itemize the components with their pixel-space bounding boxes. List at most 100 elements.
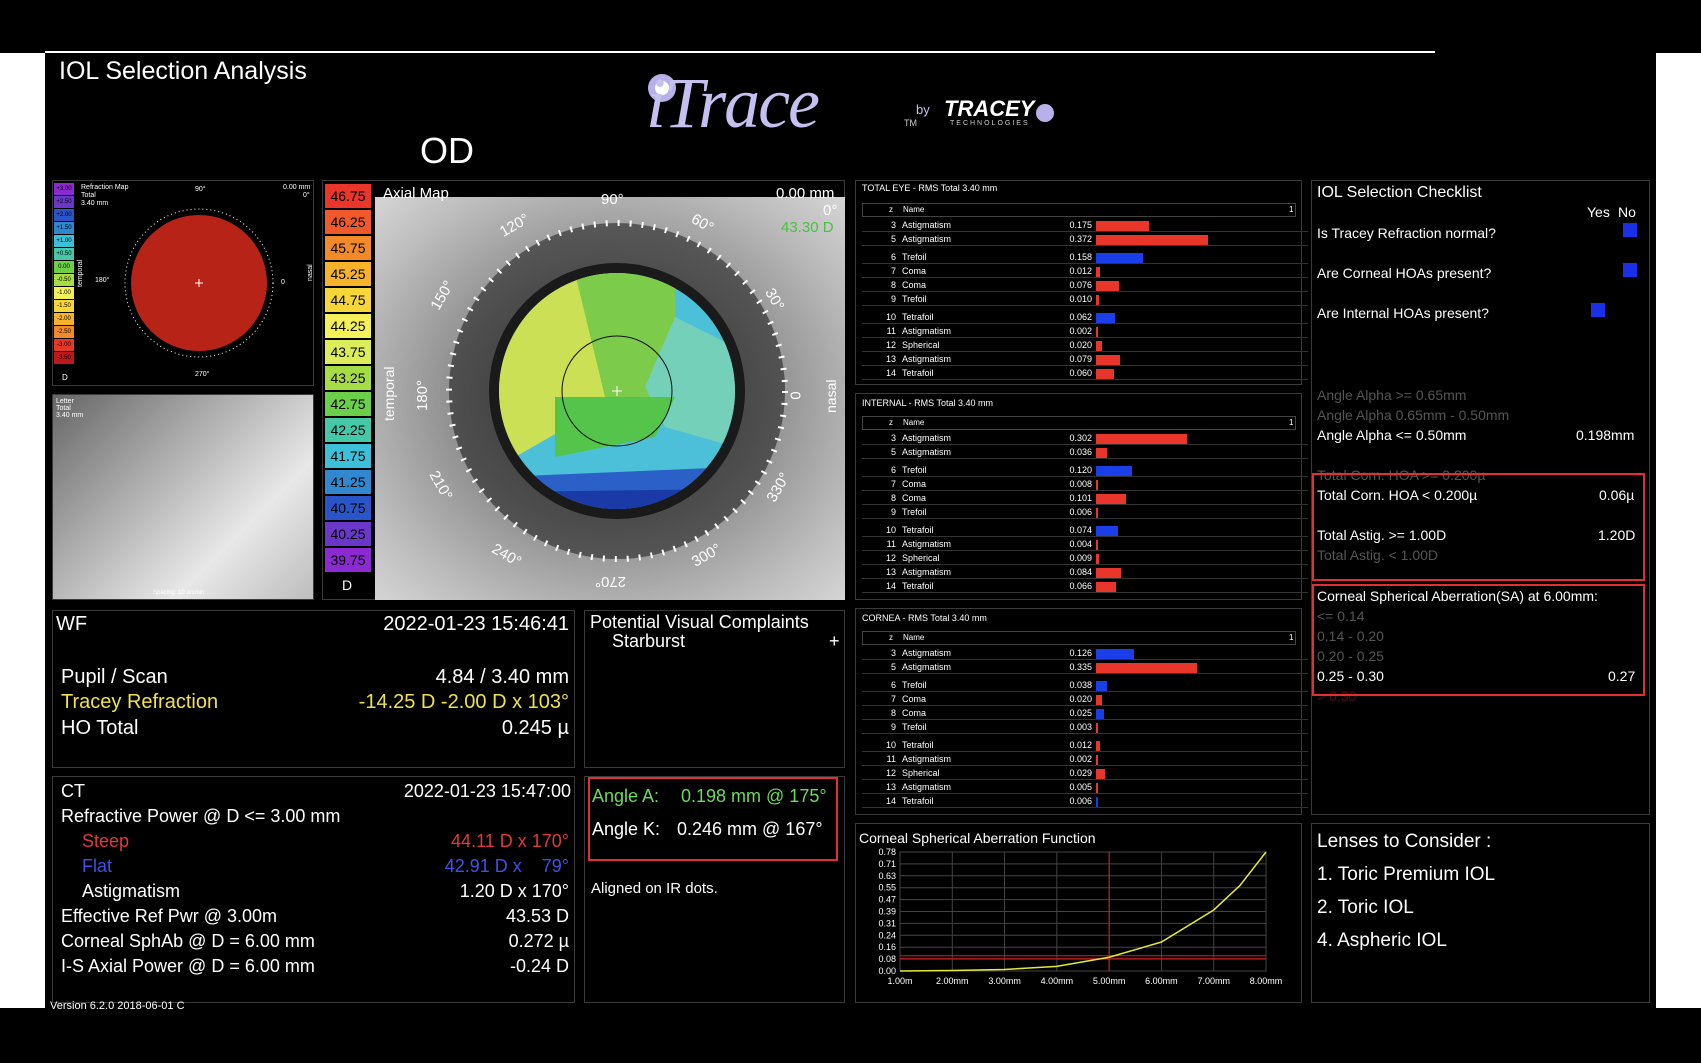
zernike-bar <box>1096 313 1115 323</box>
sa-ytick-label: 0.00 <box>878 966 896 976</box>
checklist-astig1: Total Astig. >= 1.00D <box>1317 527 1447 543</box>
zernike-bar <box>1096 466 1132 476</box>
zernike-z: 5 <box>890 447 896 457</box>
zernike-value: 0.076 <box>1069 280 1092 290</box>
zernike-value: 0.120 <box>1069 465 1092 475</box>
sa-ytick-label: 0.55 <box>878 883 896 893</box>
ct-erp-label: Effective Ref Pwr @ 3.00m <box>61 906 278 926</box>
zernike-value: 0.002 <box>1069 754 1092 764</box>
zernike-bar <box>1096 235 1208 245</box>
sa-xtick-label: 6.00mm <box>1145 976 1178 986</box>
zernike-bar <box>1096 568 1122 578</box>
zernike-row: 14 Tetrafoil 0.006 <box>862 795 1308 808</box>
checklist-q1-no-checkbox[interactable] <box>1623 223 1637 237</box>
axial-map-title: Axial Map <box>383 185 449 202</box>
checklist-q2: Are Corneal HOAs present? <box>1317 265 1492 281</box>
itrace-logo: iTrace TM by TRACEY TECHNOLOGIES <box>640 63 1060 143</box>
axial-angle-270: 270° <box>595 573 627 590</box>
refraction-legend-cell: -1.00 <box>54 287 74 299</box>
zernike-row: 10 Tetrafoil 0.012 <box>862 739 1308 752</box>
sa-ytick-label: 0.71 <box>878 859 896 869</box>
zernike-cornea-panel[interactable]: CORNEA - RMS Total 3.40 mm z Name 1 3 Ast… <box>855 608 1308 815</box>
ct-csa-label: Corneal SphAb @ D = 6.00 mm <box>61 931 315 951</box>
zernike-z: 3 <box>890 220 896 230</box>
zernike-row: 12 Spherical 0.029 <box>862 767 1308 780</box>
zernike-name: Spherical <box>902 553 940 563</box>
zernike-z: 11 <box>886 539 896 549</box>
lens-item-2: 2. Toric IOL <box>1317 897 1414 918</box>
zernike-z: 10 <box>885 525 896 535</box>
refraction-legend-cell: -1.50 <box>54 300 74 312</box>
zernike-name: Coma <box>902 493 927 503</box>
refraction-legend-cell: -3.00 <box>54 339 74 351</box>
angles-panel[interactable]: Angle A: 0.198 mm @ 175° Angle K: 0.246 … <box>584 776 845 1003</box>
checklist-sa5: > 0.30 <box>1317 688 1357 704</box>
zernike-row: 9 Trefoil 0.003 <box>862 721 1308 734</box>
complaints-title: Potential Visual Complaints <box>590 612 809 632</box>
axial-legend-cell: 45.75 <box>325 236 371 260</box>
logo-company-icon <box>1036 104 1054 122</box>
axial-legend-cell: 43.25 <box>325 366 371 390</box>
zernike-value: 0.009 <box>1069 553 1092 563</box>
axial-map-panel[interactable]: 46.75 46.25 45.75 45.25 44.75 44.25 43.75 43.25… <box>322 180 845 600</box>
checklist-hoa2: Total Corn. HOA < 0.200µ <box>1317 487 1478 503</box>
lens-item-3: 4. Aspheric IOL <box>1317 930 1447 951</box>
col-z: z <box>889 633 893 642</box>
ct-is-value: -0.24 D <box>509 956 569 976</box>
ct-rp-label: Refractive Power @ D <= 3.00 mm <box>61 806 341 826</box>
sa-xtick-label: 8.00mm <box>1250 976 1283 986</box>
zernike-internal-title: INTERNAL - RMS Total 3.40 mm <box>862 398 994 408</box>
ct-astig-label: Astigmatism <box>82 881 181 901</box>
checklist-q3-yes-checkbox[interactable] <box>1591 303 1605 317</box>
zernike-name: Spherical <box>902 340 940 350</box>
header-rule <box>45 51 1435 53</box>
zernike-z: 14 <box>885 796 896 806</box>
zernike-value: 0.158 <box>1069 252 1092 262</box>
lenses-panel[interactable]: Lenses to Consider : 1. Toric Premium IO… <box>1311 823 1650 1003</box>
checklist-sa4: 0.25 - 0.30 <box>1317 668 1384 684</box>
logo-company-sub: TECHNOLOGIES <box>950 120 1030 127</box>
zernike-row: 5 Astigmatism 0.036 <box>862 446 1308 459</box>
axial-unit: D <box>342 577 353 593</box>
checklist-yes: Yes <box>1587 204 1610 220</box>
axial-temporal: temporal <box>381 366 397 421</box>
zernike-row: 8 Coma 0.101 <box>862 492 1308 505</box>
zernike-value: 0.038 <box>1069 680 1092 690</box>
zernike-name: Astigmatism <box>902 354 952 364</box>
zernike-total-header: z Name 1 <box>862 203 1296 217</box>
sa-ytick-label: 0.08 <box>878 954 896 964</box>
zernike-name: Tetrafoil <box>902 740 934 750</box>
complaints-item: Starburst <box>612 631 686 651</box>
checklist-alpha3-value: 0.198mm <box>1576 427 1635 443</box>
sa-function-panel[interactable]: Corneal Spherical Aberration Function 0.… <box>855 823 1302 1003</box>
logo-company: TRACEY <box>944 96 1035 121</box>
zernike-bar <box>1096 554 1099 564</box>
complaints-panel[interactable]: Potential Visual Complaints Starburst + <box>584 610 845 768</box>
zernike-bar <box>1096 281 1119 291</box>
zernike-bar <box>1096 695 1102 705</box>
zernike-name: Astigmatism <box>902 220 952 230</box>
zernike-bar <box>1096 508 1098 518</box>
ct-panel[interactable]: CT 2022-01-23 15:47:00 Refractive Power … <box>52 776 575 1003</box>
zernike-total-panel[interactable]: TOTAL EYE - RMS Total 3.40 mm z Name 1 3… <box>855 180 1308 385</box>
refraction-map-panel[interactable]: +3.00 +2.50 +2.00 +1.50 +1.00 +0.50 0.00 -0.50-… <box>52 180 314 386</box>
refraction-legend-cell: -0.50 <box>54 274 74 286</box>
refraction-legend-cell: +2.50 <box>54 196 74 208</box>
letter-map-panel[interactable]: Letter Total 3.40 mm Spacing: 10 arcmin <box>52 394 314 600</box>
zernike-value: 0.020 <box>1069 694 1092 704</box>
zernike-name: Astigmatism <box>902 539 952 549</box>
checklist-q2-no-checkbox[interactable] <box>1623 263 1637 277</box>
wf-ho-value: 0.245 µ <box>501 717 569 739</box>
zernike-value: 0.066 <box>1069 581 1092 591</box>
complaints-expand-icon[interactable]: + <box>829 631 840 651</box>
axial-legend-cell: 44.75 <box>325 288 371 312</box>
zernike-total-title: TOTAL EYE - RMS Total 3.40 mm <box>862 183 998 193</box>
zernike-value: 0.101 <box>1069 493 1092 503</box>
wf-panel[interactable]: WF 2022-01-23 15:46:41 Pupil / Scan 4.84… <box>52 610 575 768</box>
sa-xtick-label: 1.00m <box>887 976 912 986</box>
axial-legend-cell: 46.25 <box>325 210 371 234</box>
zernike-name: Trefoil <box>902 722 927 732</box>
iol-checklist-panel[interactable]: IOL Selection Checklist Yes No Is Tracey… <box>1311 180 1650 815</box>
letter-title: Letter <box>56 398 74 405</box>
